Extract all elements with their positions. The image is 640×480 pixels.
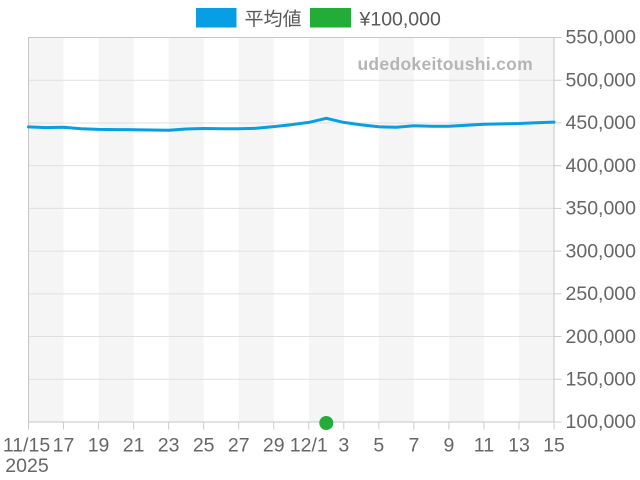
svg-text:2025: 2025 xyxy=(5,455,49,477)
svg-text:400,000: 400,000 xyxy=(566,155,637,177)
svg-text:3: 3 xyxy=(338,434,349,456)
svg-text:¥100,000: ¥100,000 xyxy=(359,8,441,30)
svg-text:9: 9 xyxy=(443,434,454,456)
svg-text:13: 13 xyxy=(508,434,530,456)
svg-text:200,000: 200,000 xyxy=(566,326,637,348)
svg-text:15: 15 xyxy=(543,434,565,456)
svg-text:5: 5 xyxy=(373,434,384,456)
svg-text:500,000: 500,000 xyxy=(566,69,637,91)
svg-text:27: 27 xyxy=(228,434,250,456)
svg-text:udedokeitoushi.com: udedokeitoushi.com xyxy=(357,54,533,74)
svg-text:29: 29 xyxy=(263,434,285,456)
svg-text:450,000: 450,000 xyxy=(566,112,637,134)
svg-text:25: 25 xyxy=(193,434,215,456)
svg-text:11/15: 11/15 xyxy=(3,434,51,456)
svg-text:350,000: 350,000 xyxy=(566,198,637,220)
svg-text:550,000: 550,000 xyxy=(566,27,637,49)
svg-text:300,000: 300,000 xyxy=(566,240,637,262)
svg-text:150,000: 150,000 xyxy=(566,368,637,390)
svg-text:250,000: 250,000 xyxy=(566,283,637,305)
svg-text:100,000: 100,000 xyxy=(566,411,637,433)
svg-text:21: 21 xyxy=(123,434,145,456)
svg-text:12/1: 12/1 xyxy=(290,434,328,456)
svg-text:17: 17 xyxy=(53,434,75,456)
svg-text:11: 11 xyxy=(474,434,494,456)
svg-text:23: 23 xyxy=(158,434,180,456)
svg-text:19: 19 xyxy=(88,434,110,456)
svg-text:7: 7 xyxy=(408,434,419,456)
